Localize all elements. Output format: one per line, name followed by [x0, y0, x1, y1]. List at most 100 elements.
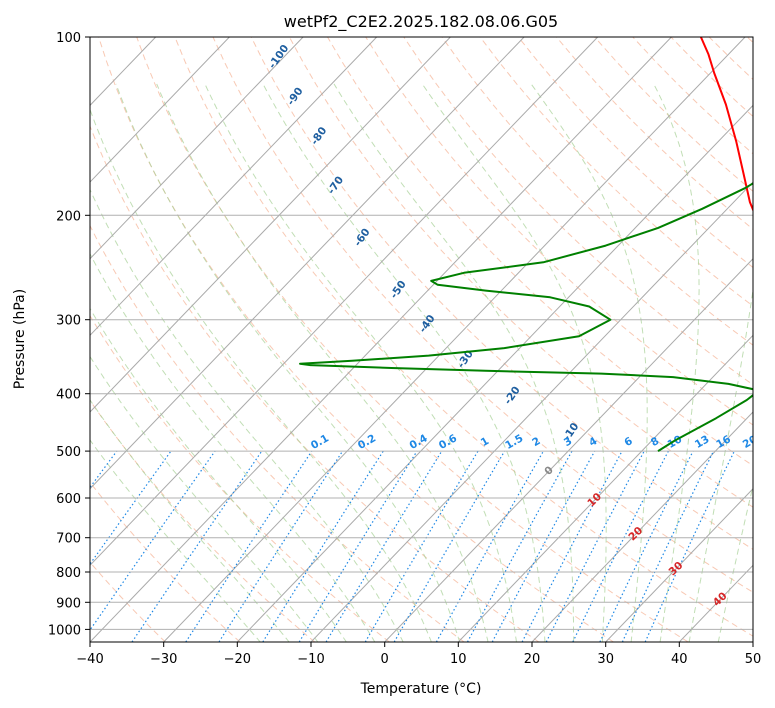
mixing-ratio-label: 13: [693, 433, 712, 451]
y-tick-label: 900: [56, 596, 81, 611]
mixing-ratio-line: [0, 451, 42, 642]
pressure-gridlines: [90, 37, 753, 630]
moist-adiabat-line: [156, 83, 489, 642]
x-tick-label: −20: [224, 652, 251, 667]
moist-adiabat-line: [333, 83, 575, 642]
isotherm-line: [90, 37, 599, 567]
y-tick-label: 1000: [48, 623, 81, 638]
x-tick-label: 30: [597, 652, 614, 667]
moist-adiabat-line: [530, 83, 648, 642]
y-tick-label: 100: [56, 31, 81, 46]
mixing-ratio-line: [364, 450, 479, 642]
dewpoint-line: [299, 182, 753, 452]
dry-adiabat-line: [403, 37, 753, 386]
moist-adiabat-line: [90, 439, 261, 642]
isotherm-line: [605, 487, 753, 642]
dry-adiabat-line: [327, 37, 753, 467]
dry-adiabat-line: [288, 37, 753, 508]
isotherm-line: [90, 37, 230, 183]
background-lines: [0, 37, 753, 642]
isotherm-line: [678, 564, 753, 642]
y-axis-title: Pressure (hPa): [12, 289, 28, 389]
dry-adiabat-line: [594, 37, 753, 192]
moist-adiabat-line: [90, 108, 432, 642]
dry-adiabat-line: [174, 37, 753, 637]
background-labels: -100-90-80-70-60-50-40-30-20-100.1 0.2 0.4…: [266, 43, 775, 609]
mixing-ratio-line: [644, 450, 735, 642]
isotherm-line: [90, 37, 304, 260]
mixing-ratio-label: 0.2: [356, 432, 378, 452]
x-tick-label: −30: [150, 652, 177, 667]
mixing-ratio-line: [325, 450, 443, 642]
dry-adiabat-line: [632, 37, 753, 155]
chart-title: wetPf2_C2E2.2025.182.08.06.G05: [284, 12, 558, 32]
dry-adiabat-label: -20: [502, 384, 523, 406]
moist-adiabat-line: [421, 83, 607, 642]
profile-lines: [299, 37, 753, 452]
temperature-line: [699, 37, 753, 213]
mixing-ratio-line: [545, 450, 645, 642]
x-axis-title: Temperature (°C): [360, 681, 482, 697]
isotherm-line: [310, 181, 753, 642]
moist-adiabat-line: [653, 83, 700, 642]
mixing-ratio-line: [521, 450, 623, 642]
dry-adiabat-label: -50: [388, 278, 409, 300]
moist-adiabat-line: [90, 307, 347, 642]
y-tick-label: 200: [56, 209, 81, 224]
dry-adiabat-line: [250, 37, 753, 550]
x-tick-label: 50: [745, 652, 762, 667]
mixing-ratio-label: 0.6: [437, 432, 459, 452]
mixing-ratio-label: 2: [530, 435, 542, 449]
x-tick-label: 10: [450, 652, 467, 667]
mixing-ratio-line: [90, 450, 216, 632]
moist-adiabat-line: [90, 355, 319, 642]
mixing-ratio-line: [621, 450, 715, 642]
y-tick-label: 700: [56, 532, 81, 547]
mixing-ratio-line: [131, 450, 263, 642]
mixing-ratio-line: [185, 450, 313, 642]
dry-adiabat-line: [212, 37, 753, 593]
mixing-ratio-line: [298, 450, 418, 642]
dry-adiabat-label: -70: [325, 174, 346, 196]
dry-adiabat-label: -90: [285, 85, 306, 107]
mixing-ratio-label: 6: [622, 435, 634, 449]
mixing-ratio-label: 1: [479, 435, 491, 449]
mixing-ratio-label: 4: [587, 435, 599, 449]
mixing-ratio-label: 0.1: [309, 432, 331, 452]
mixing-ratio-line: [90, 450, 172, 566]
dry-adiabat-line: [136, 37, 689, 642]
mixing-ratio-line: [218, 450, 344, 642]
isotherm-line: [90, 37, 378, 337]
y-tick-label: 800: [56, 566, 81, 581]
moist-adiabat-line: [90, 252, 376, 642]
x-tick-label: 40: [671, 652, 688, 667]
dry-adiabat-line: [90, 224, 465, 642]
dry-adiabat-label: -80: [309, 125, 330, 147]
y-tick-label: 400: [56, 388, 81, 403]
dry-adiabat-label: -100: [266, 43, 291, 71]
x-tick-label: −10: [297, 652, 324, 667]
dry-adiabat-line: [90, 314, 390, 642]
mixing-ratio-line: [491, 450, 596, 642]
plot-frame: [89, 36, 754, 643]
moist-adiabat-line: [717, 483, 753, 642]
y-tick-label: 300: [56, 314, 81, 329]
dry-adiabat-line: [365, 37, 753, 426]
isotherm-line: [457, 334, 753, 642]
y-tick-label: 500: [56, 445, 81, 460]
moist-adiabat-line: [262, 83, 546, 642]
mixing-ratio-line: [262, 450, 384, 642]
mixing-ratio-line: [435, 450, 544, 642]
dry-adiabat-line: [556, 37, 753, 230]
isotherm-line: [531, 411, 753, 642]
isotherm-line: [90, 37, 672, 642]
moist-adiabat-line: [90, 188, 404, 642]
mixing-ratio-label: 25: [769, 433, 775, 451]
moist-adiabat-line: [90, 399, 290, 642]
isotherm-line: [236, 104, 753, 642]
moist-adiabat-line: [115, 83, 461, 642]
y-tick-label: 600: [56, 492, 81, 507]
mixing-ratio-line: [572, 450, 669, 642]
x-tick-label: 20: [524, 652, 541, 667]
moist-adiabat-line: [688, 286, 753, 642]
